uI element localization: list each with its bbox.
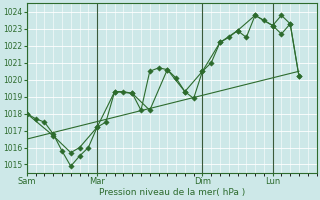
X-axis label: Pression niveau de la mer( hPa ): Pression niveau de la mer( hPa ) bbox=[99, 188, 245, 197]
